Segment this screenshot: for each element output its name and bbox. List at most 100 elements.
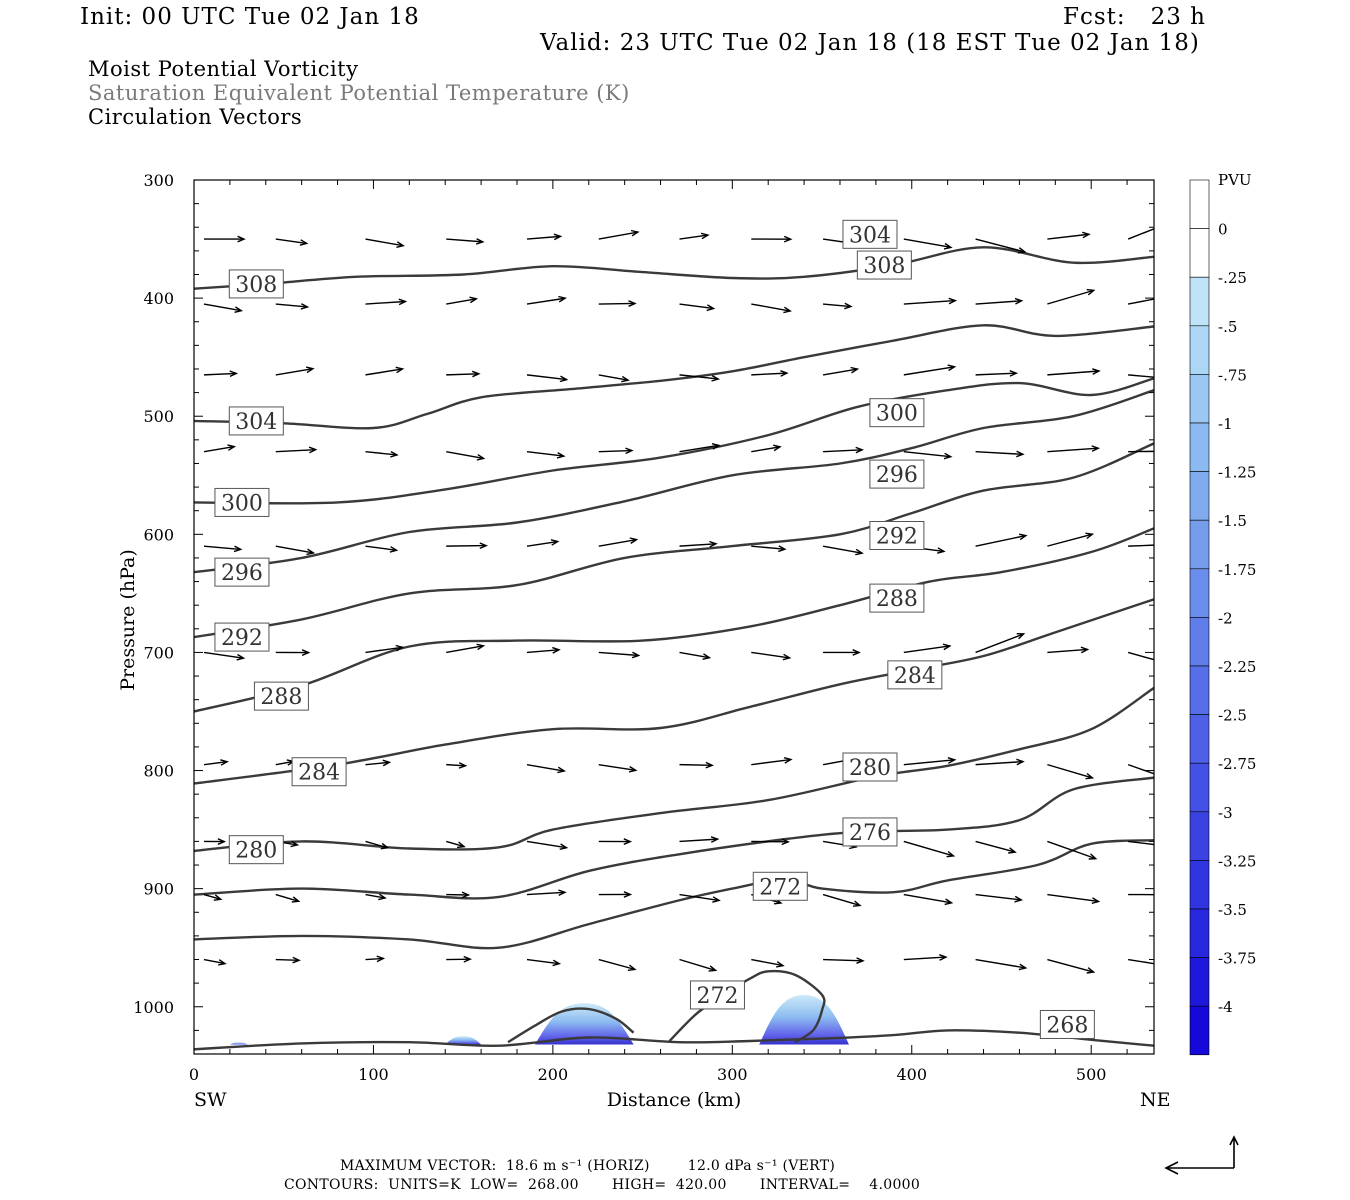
contour-label-box	[214, 487, 270, 517]
contour-label: 288	[260, 685, 302, 710]
circulation-vector	[365, 545, 399, 553]
circulation-vector	[526, 889, 567, 897]
circulation-vector	[1047, 532, 1095, 547]
circulation-vector	[275, 649, 311, 656]
contour-272	[507, 1007, 635, 1044]
circulation-vector	[903, 450, 953, 460]
circulation-vector	[1047, 288, 1096, 305]
left-end-label: SW	[194, 1089, 227, 1111]
contour-label-box	[253, 681, 309, 711]
colorbar-label: -2.5	[1218, 707, 1247, 725]
circulation-vector	[275, 238, 309, 246]
circulation-vector	[679, 651, 712, 660]
init-time: Init: 00 UTC Tue 02 Jan 18	[80, 4, 420, 30]
reference-vector	[1164, 1135, 1239, 1175]
contour-label-box	[842, 752, 898, 782]
contour-label: 288	[876, 587, 918, 612]
contour-label-box	[842, 219, 898, 249]
contour-label-box	[214, 557, 270, 587]
colorbar-label: -.25	[1218, 269, 1247, 287]
circulation-vector	[751, 444, 782, 453]
circulation-vector	[1127, 298, 1154, 305]
circulation-vector	[679, 374, 720, 382]
contour-label-box	[689, 980, 745, 1010]
colorbar-label: -2.25	[1218, 658, 1256, 676]
y-tick-label: 1000	[133, 998, 174, 1017]
circulation-vector	[751, 757, 793, 766]
x-tick-labels: 0 100 200 300 400 500	[189, 1065, 1107, 1084]
circulation-vector	[526, 958, 562, 967]
colorbar-label: -1.5	[1218, 512, 1247, 530]
circulation-vector	[275, 545, 316, 556]
y-tick-label: 600	[143, 525, 174, 544]
colorbar-swatch	[1189, 860, 1210, 910]
contour-label: 272	[696, 984, 738, 1009]
contour-label: 304	[235, 410, 277, 435]
contour-304	[194, 324, 1154, 430]
mpv-shading	[229, 994, 849, 1045]
circulation-vector	[751, 651, 792, 661]
colorbar-swatch	[1189, 179, 1210, 229]
colorbar-swatch	[1189, 519, 1210, 570]
contour-276	[194, 776, 1154, 900]
x-tick-label: 0	[189, 1065, 199, 1084]
circulation-vector	[1128, 893, 1154, 896]
contour-308	[194, 246, 1154, 290]
y-axis-title: Pressure (hPa)	[117, 549, 139, 691]
circulation-vector	[598, 447, 634, 455]
circulation-vector	[446, 238, 485, 245]
circulation-vector	[1128, 840, 1154, 846]
contour-label: 292	[221, 626, 263, 651]
circulation-vector	[203, 651, 246, 661]
y-tick-labels: 300 400 500 600 700 800 900 1000	[133, 171, 174, 1017]
circulation-vector	[1128, 958, 1154, 965]
colorbar-label: -3	[1218, 804, 1233, 822]
y-tick-label: 500	[143, 407, 174, 426]
circulation-vector	[903, 238, 953, 250]
circulation-vector	[903, 954, 948, 961]
contour-label-box	[869, 459, 925, 489]
contour-label-box	[856, 250, 912, 280]
circulation-vector	[975, 758, 1025, 766]
contour-label-box	[869, 521, 925, 551]
contour-label: 268	[1046, 1013, 1088, 1038]
circulation-vector	[598, 651, 641, 659]
circulation-vector	[1128, 544, 1154, 547]
circulation-vector	[365, 955, 386, 963]
circulation-vector	[446, 891, 471, 899]
y-tick-label: 400	[143, 289, 174, 308]
circulation-vector	[903, 643, 952, 654]
circulation-vector	[1047, 445, 1101, 453]
circulation-vector	[903, 297, 958, 305]
circulation-vector	[822, 545, 864, 556]
circulation-vector	[679, 836, 720, 843]
field-title-thetae: Saturation Equivalent Potential Temperat…	[88, 81, 630, 105]
circulation-vector	[598, 537, 639, 547]
circulation-vector	[903, 364, 957, 376]
circulation-vector	[1047, 231, 1091, 240]
colorbar-label: -2	[1218, 609, 1233, 627]
circulation-vector	[598, 958, 637, 971]
circulation-vector	[975, 958, 1028, 971]
y-tick-label: 300	[143, 171, 174, 190]
circulation-vector	[679, 443, 721, 453]
circulation-vector	[598, 763, 638, 773]
colorbar-swatch	[1189, 811, 1210, 861]
circulation-vector	[751, 545, 787, 553]
circulation-vector	[598, 838, 633, 845]
circulation-vector	[598, 300, 637, 307]
field-title-mpv: Moist Potential Vorticity	[88, 57, 359, 81]
circulation-vector	[822, 366, 860, 376]
circulation-vector	[823, 302, 853, 310]
circulation-vector	[751, 958, 785, 968]
circulation-vector	[679, 303, 716, 312]
circulation-vector	[446, 643, 486, 654]
circulation-vector	[446, 296, 479, 305]
contour-label: 304	[849, 223, 891, 248]
circulation-vector	[526, 539, 560, 547]
circulation-vector	[275, 956, 301, 964]
colorbar-swatch	[1189, 374, 1210, 424]
circulation-vector	[1127, 651, 1154, 661]
pvu-colorbar: PVU 0 -.25 -.5 -.75 -1 -1.25 -1.5 -1.75 -2 -2.25 -2…	[1189, 171, 1256, 1056]
